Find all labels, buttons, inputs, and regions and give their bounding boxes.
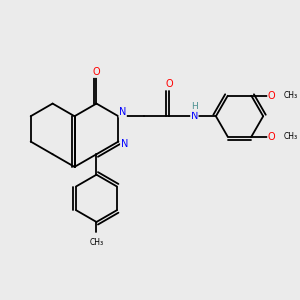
Text: N: N: [121, 139, 128, 149]
Text: N: N: [191, 111, 198, 121]
Text: O: O: [268, 91, 275, 101]
Text: O: O: [93, 67, 100, 77]
Text: O: O: [268, 132, 275, 142]
Text: CH₃: CH₃: [89, 238, 103, 247]
Text: H: H: [191, 102, 198, 111]
Text: O: O: [165, 79, 173, 89]
Text: CH₃: CH₃: [284, 132, 298, 141]
Text: CH₃: CH₃: [284, 91, 298, 100]
Text: N: N: [119, 107, 126, 117]
